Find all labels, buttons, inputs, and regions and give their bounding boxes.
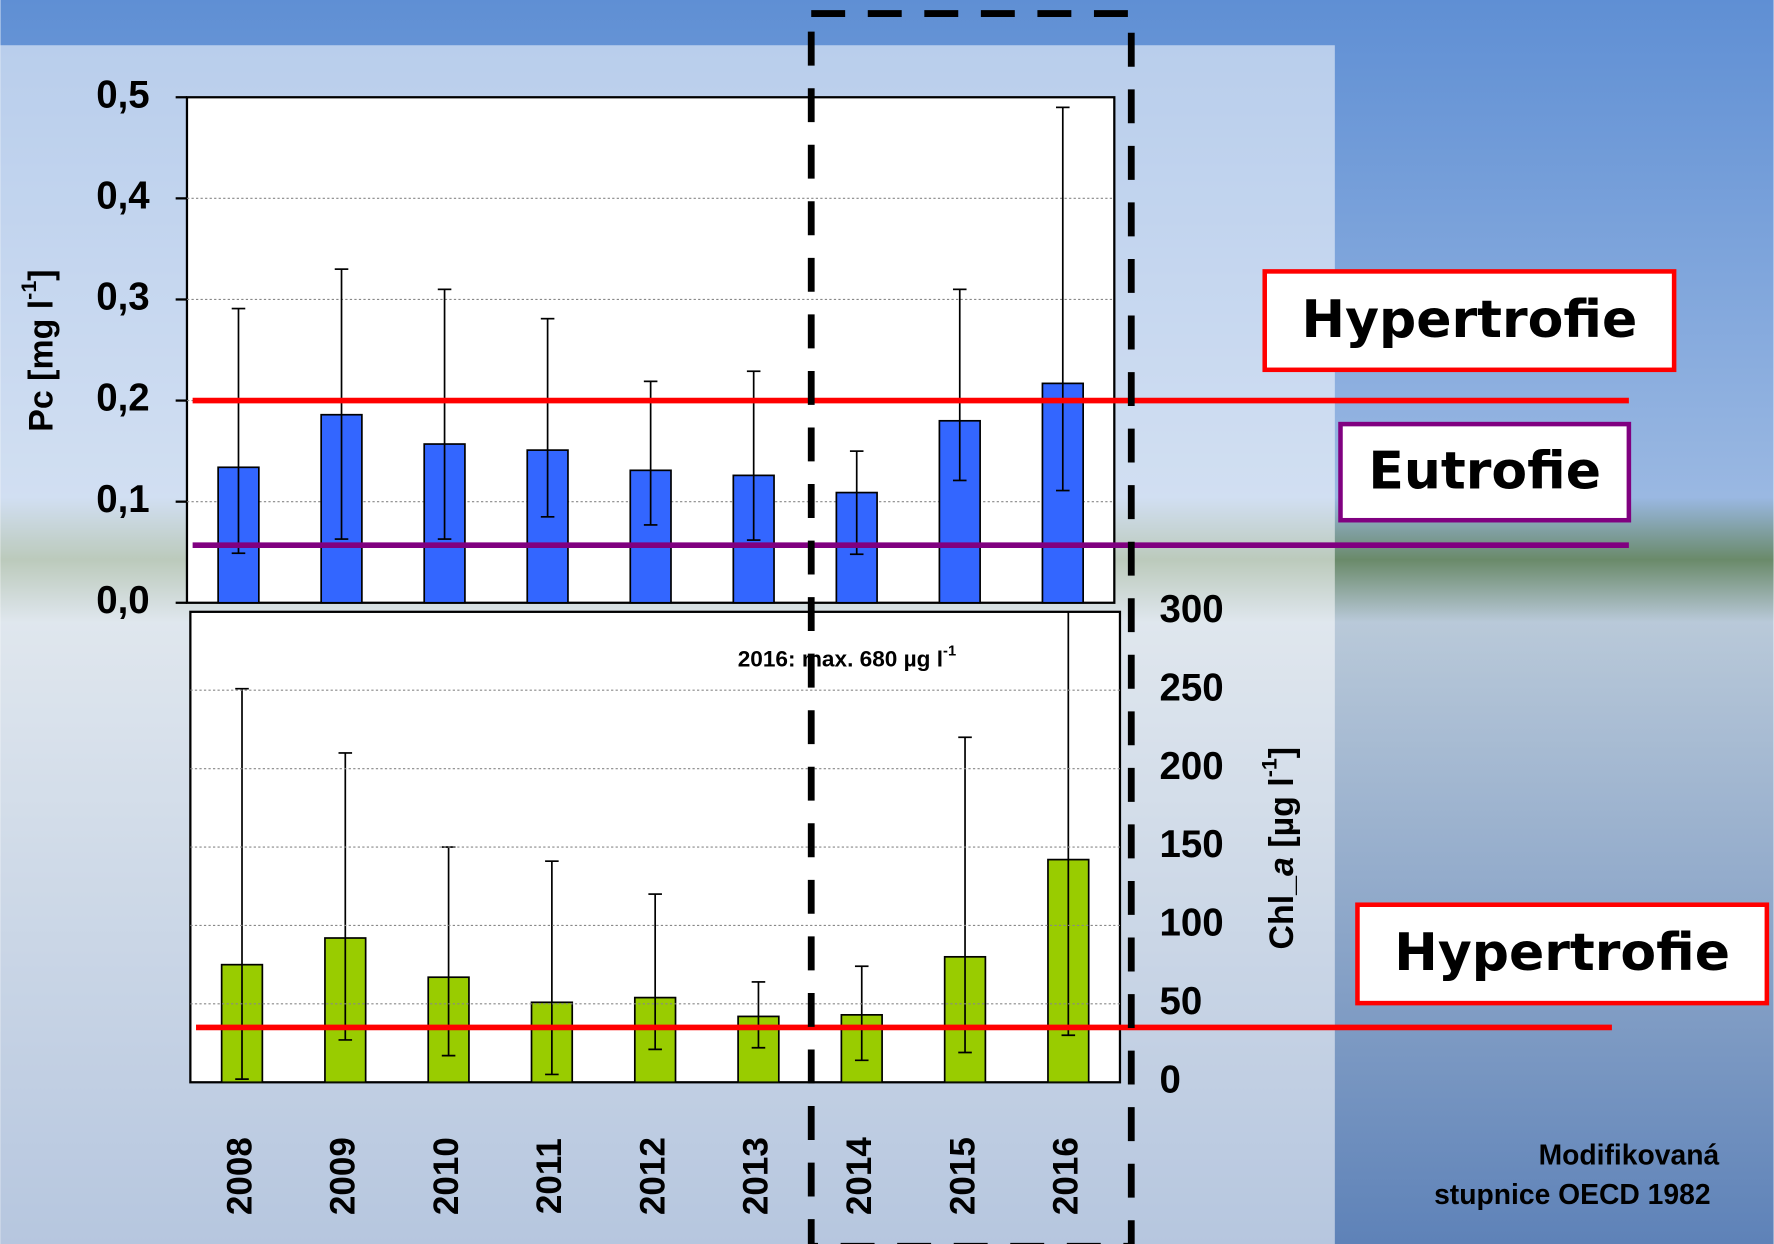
y-label-part: Pc [mg l — [22, 300, 60, 432]
x-tick-label: 2009 — [324, 1137, 363, 1215]
y-tick-label: 0,0 — [96, 579, 149, 622]
y-tick-label: 50 — [1160, 980, 1203, 1023]
y-tick-label: 250 — [1160, 666, 1224, 709]
y-tick-label: 0,1 — [96, 478, 149, 521]
y-tick-label: 300 — [1160, 588, 1224, 631]
y-tick-label: 0,4 — [96, 175, 150, 218]
x-tick-label: 2010 — [427, 1137, 466, 1215]
y-tick-label: 0,5 — [96, 73, 149, 116]
note: Modifikovaná — [1539, 1138, 1720, 1170]
y-tick-label: 150 — [1160, 823, 1224, 866]
x-tick-label: 2015 — [943, 1137, 982, 1215]
y-label-part: ] — [1263, 747, 1301, 758]
threshold-label: Hypertrofie — [1394, 923, 1730, 983]
x-tick-label: 2014 — [840, 1137, 879, 1215]
y-axis-label: Chl_a [µg l-1] — [1257, 747, 1301, 950]
annotation: 2016: max. 680 µg l-1 — [738, 643, 956, 671]
y-label-part: ] — [22, 269, 60, 280]
x-tick-label: 2012 — [633, 1137, 672, 1215]
y-tick-label: 200 — [1160, 745, 1224, 788]
y-tick-label: 100 — [1160, 902, 1224, 945]
threshold-label: Hypertrofie — [1302, 290, 1638, 350]
y-label-part: Chl_ — [1263, 875, 1301, 950]
x-tick-label: 2008 — [220, 1137, 259, 1215]
y-label-part: a — [1263, 857, 1301, 876]
y-label-sup: -1 — [16, 281, 40, 300]
y-tick-label: 0 — [1160, 1058, 1181, 1101]
x-tick-label: 2011 — [530, 1138, 569, 1214]
note: stupnice OECD 1982 — [1434, 1178, 1710, 1210]
y-tick-label: 0,3 — [96, 276, 149, 319]
annotation-sup: -1 — [943, 643, 956, 659]
page: {"chart_data": [ {"type": "bar", "y_labe… — [0, 0, 1774, 1244]
threshold-label: Eutrofie — [1368, 441, 1601, 501]
chart: Pc [mg l-1] Chl_a [µg l-1] 2016: max. 68… — [0, 0, 1774, 1244]
annotation-part: 2016: max. 680 µg l — [738, 646, 943, 671]
x-tick-label: 2016 — [1047, 1137, 1086, 1215]
y-tick-label: 0,2 — [96, 377, 149, 420]
y-label-part: [µg l — [1263, 777, 1301, 857]
y-label-sup: -1 — [1257, 758, 1281, 777]
x-tick-label: 2013 — [737, 1137, 776, 1215]
